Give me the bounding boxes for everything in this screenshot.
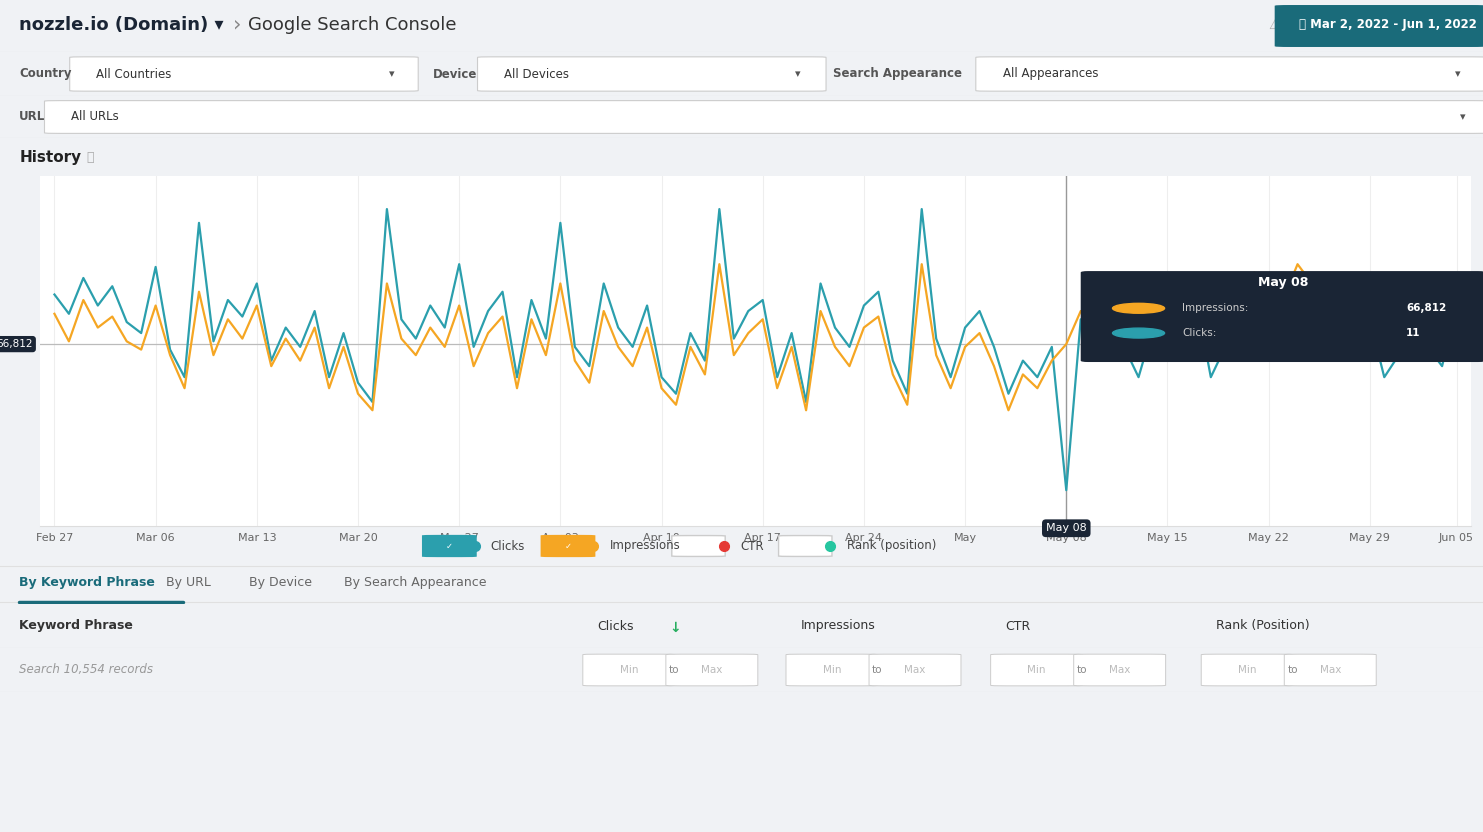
Text: to: to	[1287, 665, 1298, 675]
Text: ✓: ✓	[565, 542, 571, 551]
FancyBboxPatch shape	[779, 536, 832, 557]
Text: Clicks: Clicks	[598, 620, 635, 632]
Text: ⚠: ⚠	[1268, 18, 1280, 32]
Text: Keyword Phrase: Keyword Phrase	[19, 620, 133, 632]
Text: Impressions:: Impressions:	[1182, 304, 1249, 314]
FancyBboxPatch shape	[976, 57, 1483, 92]
Circle shape	[1112, 328, 1164, 338]
Text: to: to	[669, 665, 679, 675]
Text: 66,812: 66,812	[0, 339, 33, 349]
FancyBboxPatch shape	[1201, 654, 1293, 686]
Text: Impressions: Impressions	[801, 620, 875, 632]
Text: URL: URL	[19, 111, 46, 123]
Circle shape	[1112, 304, 1164, 313]
Text: Max: Max	[1109, 665, 1130, 675]
Text: ›: ›	[233, 15, 242, 35]
Text: Search 10,554 records: Search 10,554 records	[19, 663, 153, 676]
Text: By URL: By URL	[166, 576, 211, 589]
Text: nozzle.io (Domain) ▾: nozzle.io (Domain) ▾	[19, 16, 224, 34]
Text: ⓘ: ⓘ	[86, 151, 93, 164]
Text: Max: Max	[905, 665, 925, 675]
Text: Country: Country	[19, 67, 71, 81]
Text: May 08: May 08	[1258, 275, 1308, 289]
Text: to: to	[872, 665, 882, 675]
Text: By Search Appearance: By Search Appearance	[344, 576, 486, 589]
FancyBboxPatch shape	[991, 654, 1083, 686]
Text: Min: Min	[1028, 665, 1046, 675]
Text: 66,812: 66,812	[1406, 304, 1446, 314]
Text: All Appearances: All Appearances	[1003, 67, 1097, 81]
Text: CTR: CTR	[740, 539, 764, 552]
FancyBboxPatch shape	[541, 536, 595, 557]
Text: ⏰ Mar 2, 2022 - Jun 1, 2022: ⏰ Mar 2, 2022 - Jun 1, 2022	[1299, 18, 1477, 32]
Text: All URLs: All URLs	[71, 111, 119, 123]
Text: By Keyword Phrase: By Keyword Phrase	[19, 576, 156, 589]
Text: to: to	[1077, 665, 1087, 675]
Text: Rank (Position): Rank (Position)	[1216, 620, 1309, 632]
Text: May 08: May 08	[1046, 523, 1087, 533]
Text: ▾: ▾	[1459, 112, 1465, 122]
Text: ▾: ▾	[795, 69, 801, 79]
Text: Impressions: Impressions	[610, 539, 681, 552]
Text: All Devices: All Devices	[504, 67, 569, 81]
Text: 11: 11	[1406, 328, 1421, 338]
Text: Max: Max	[701, 665, 722, 675]
Text: All Countries: All Countries	[96, 67, 172, 81]
FancyBboxPatch shape	[1074, 654, 1166, 686]
Text: By Device: By Device	[249, 576, 311, 589]
Text: ✓: ✓	[446, 542, 452, 551]
Text: Min: Min	[1238, 665, 1256, 675]
Text: Rank (position): Rank (position)	[847, 539, 936, 552]
Text: Min: Min	[620, 665, 638, 675]
FancyBboxPatch shape	[786, 654, 878, 686]
Text: CTR: CTR	[1005, 620, 1031, 632]
Text: Device: Device	[433, 67, 478, 81]
Text: History: History	[19, 151, 82, 166]
Text: Google Search Console: Google Search Console	[248, 16, 457, 34]
FancyBboxPatch shape	[1081, 271, 1483, 362]
Text: Clicks:: Clicks:	[1182, 328, 1216, 338]
FancyBboxPatch shape	[70, 57, 418, 92]
FancyBboxPatch shape	[583, 654, 675, 686]
FancyBboxPatch shape	[423, 536, 476, 557]
Text: Search Appearance: Search Appearance	[833, 67, 962, 81]
Text: Max: Max	[1320, 665, 1341, 675]
FancyBboxPatch shape	[666, 654, 758, 686]
Text: ↓: ↓	[669, 621, 681, 635]
Text: ▾: ▾	[1455, 69, 1461, 79]
FancyBboxPatch shape	[1275, 6, 1483, 47]
Text: Min: Min	[823, 665, 841, 675]
FancyBboxPatch shape	[869, 654, 961, 686]
FancyBboxPatch shape	[44, 101, 1483, 133]
Text: Clicks: Clicks	[491, 539, 525, 552]
FancyBboxPatch shape	[1284, 654, 1376, 686]
FancyBboxPatch shape	[672, 536, 725, 557]
Text: ▾: ▾	[389, 69, 394, 79]
FancyBboxPatch shape	[478, 57, 826, 92]
